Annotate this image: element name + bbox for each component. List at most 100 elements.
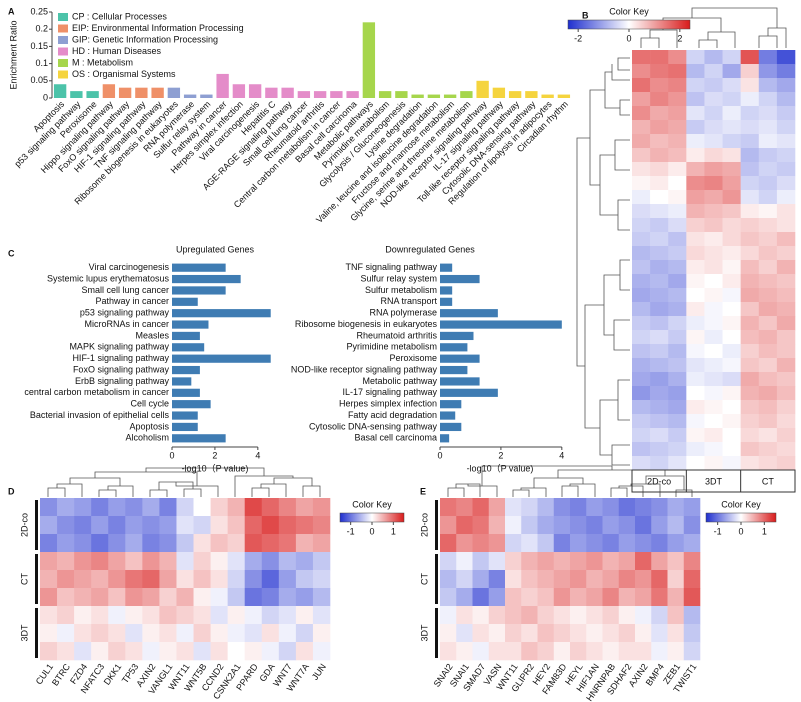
heatmap-cell — [704, 218, 723, 233]
heatmap-cell — [650, 50, 669, 65]
legend-label: CP : Cellular Processes — [72, 11, 167, 21]
heatmap-cell — [704, 50, 723, 65]
heatmap-cell — [586, 552, 603, 571]
heatmap-cell — [278, 588, 297, 607]
heatmap-cell — [651, 534, 668, 553]
bar — [297, 91, 311, 98]
heatmap-cell — [650, 190, 669, 205]
heatmap-cell — [295, 624, 314, 643]
bar — [541, 94, 554, 98]
heatmap-cell — [668, 204, 687, 219]
heatmap-cell — [740, 330, 760, 345]
heatmap-cell — [722, 386, 741, 401]
heatmap-cell — [722, 288, 741, 303]
key-tick-label: -2 — [574, 33, 582, 43]
bar — [281, 87, 294, 98]
heatmap-cell — [618, 624, 636, 643]
heatmap-cell — [740, 50, 760, 65]
x-axis-label: -log10（P value) — [182, 463, 249, 473]
heatmap-cell — [537, 570, 555, 589]
heatmap-cell — [776, 302, 796, 317]
heatmap-cell — [668, 372, 687, 387]
heatmap-cell — [776, 218, 796, 233]
chart-title: Upregulated Genes — [176, 244, 255, 254]
group-bar — [435, 554, 438, 604]
heatmap-cell — [650, 246, 669, 261]
bar — [172, 434, 226, 443]
heatmap-cell — [440, 516, 457, 535]
heatmap-cell — [776, 260, 796, 275]
heatmap-cell — [704, 274, 723, 289]
heatmap-cell — [176, 534, 194, 553]
heatmap-cell — [683, 588, 701, 607]
y-tick-label: Apoptosis — [129, 421, 169, 431]
heatmap-cell — [704, 92, 723, 107]
heatmap-cell — [108, 642, 126, 661]
row-group-label: 3DT — [419, 624, 429, 642]
heatmap-cell — [227, 588, 246, 607]
heatmap-cell — [193, 588, 211, 607]
heatmap-cell — [632, 232, 651, 247]
heatmap-cell — [722, 176, 741, 191]
heatmap-cell — [278, 624, 297, 643]
heatmap-cell — [722, 260, 741, 275]
heatmap-cell — [722, 190, 741, 205]
heatmap-cell — [618, 642, 636, 661]
heatmap-cell — [602, 570, 620, 589]
key-tick-label: 0 — [626, 33, 631, 43]
heatmap-cell — [210, 498, 228, 517]
heatmap-cell — [278, 498, 297, 517]
heatmap-cell — [667, 588, 685, 607]
bar — [427, 94, 441, 98]
legend-label: OS : Organismal Systems — [72, 69, 176, 79]
heatmap-cell — [740, 400, 760, 415]
y-tick-label: 0.2 — [35, 24, 48, 34]
heatmap-cell — [440, 534, 457, 553]
column-label: BTRC — [50, 661, 73, 687]
heatmap-cell — [193, 498, 211, 517]
bar — [172, 354, 271, 363]
heatmap-cell — [108, 570, 126, 589]
heatmap-cell — [635, 534, 652, 553]
heatmap-cell — [472, 588, 490, 607]
heatmap-cell — [776, 204, 796, 219]
heatmap-cell — [210, 516, 228, 535]
y-tick-label: Rheumatoid arthritis — [356, 330, 437, 340]
y-tick-label: MAPK signaling pathway — [69, 342, 169, 352]
heatmap-cell — [159, 498, 177, 517]
heatmap-cell — [125, 570, 143, 589]
heatmap-cell — [650, 148, 669, 163]
heatmap-cell — [91, 624, 109, 643]
heatmap-cell — [586, 606, 603, 625]
heatmap-cell — [91, 642, 109, 661]
heatmap-cell — [261, 588, 280, 607]
heatmap-cell — [632, 134, 651, 149]
heatmap-cell — [142, 642, 160, 661]
heatmap-cell — [758, 428, 778, 443]
bar — [70, 91, 83, 98]
bar — [440, 286, 453, 295]
heatmap-cell — [244, 588, 263, 607]
heatmap-cell — [278, 570, 297, 589]
y-tick-label: Ribosome biogenesis in eukaryotes — [295, 319, 438, 329]
heatmap-cell — [488, 588, 506, 607]
heatmap-cell — [261, 606, 280, 625]
bar — [525, 91, 538, 98]
heatmap-cell — [227, 552, 246, 571]
heatmap-cell — [722, 106, 741, 121]
heatmap-cell — [740, 414, 760, 429]
heatmap-cell — [686, 64, 705, 79]
heatmap-cell — [686, 78, 705, 93]
heatmap-cell — [740, 190, 760, 205]
heatmap-cell — [668, 302, 687, 317]
heatmap-cell — [740, 106, 760, 121]
bar — [172, 388, 200, 397]
column-dendrogram — [47, 467, 321, 497]
heatmap-cell — [704, 428, 723, 443]
heatmap-cell — [586, 498, 603, 517]
y-tick-label: Systemic lupus erythematosus — [47, 273, 170, 283]
y-tick-label: RNA polymerase — [369, 308, 437, 318]
heatmap-cell — [210, 588, 228, 607]
heatmap-cell — [668, 442, 687, 457]
